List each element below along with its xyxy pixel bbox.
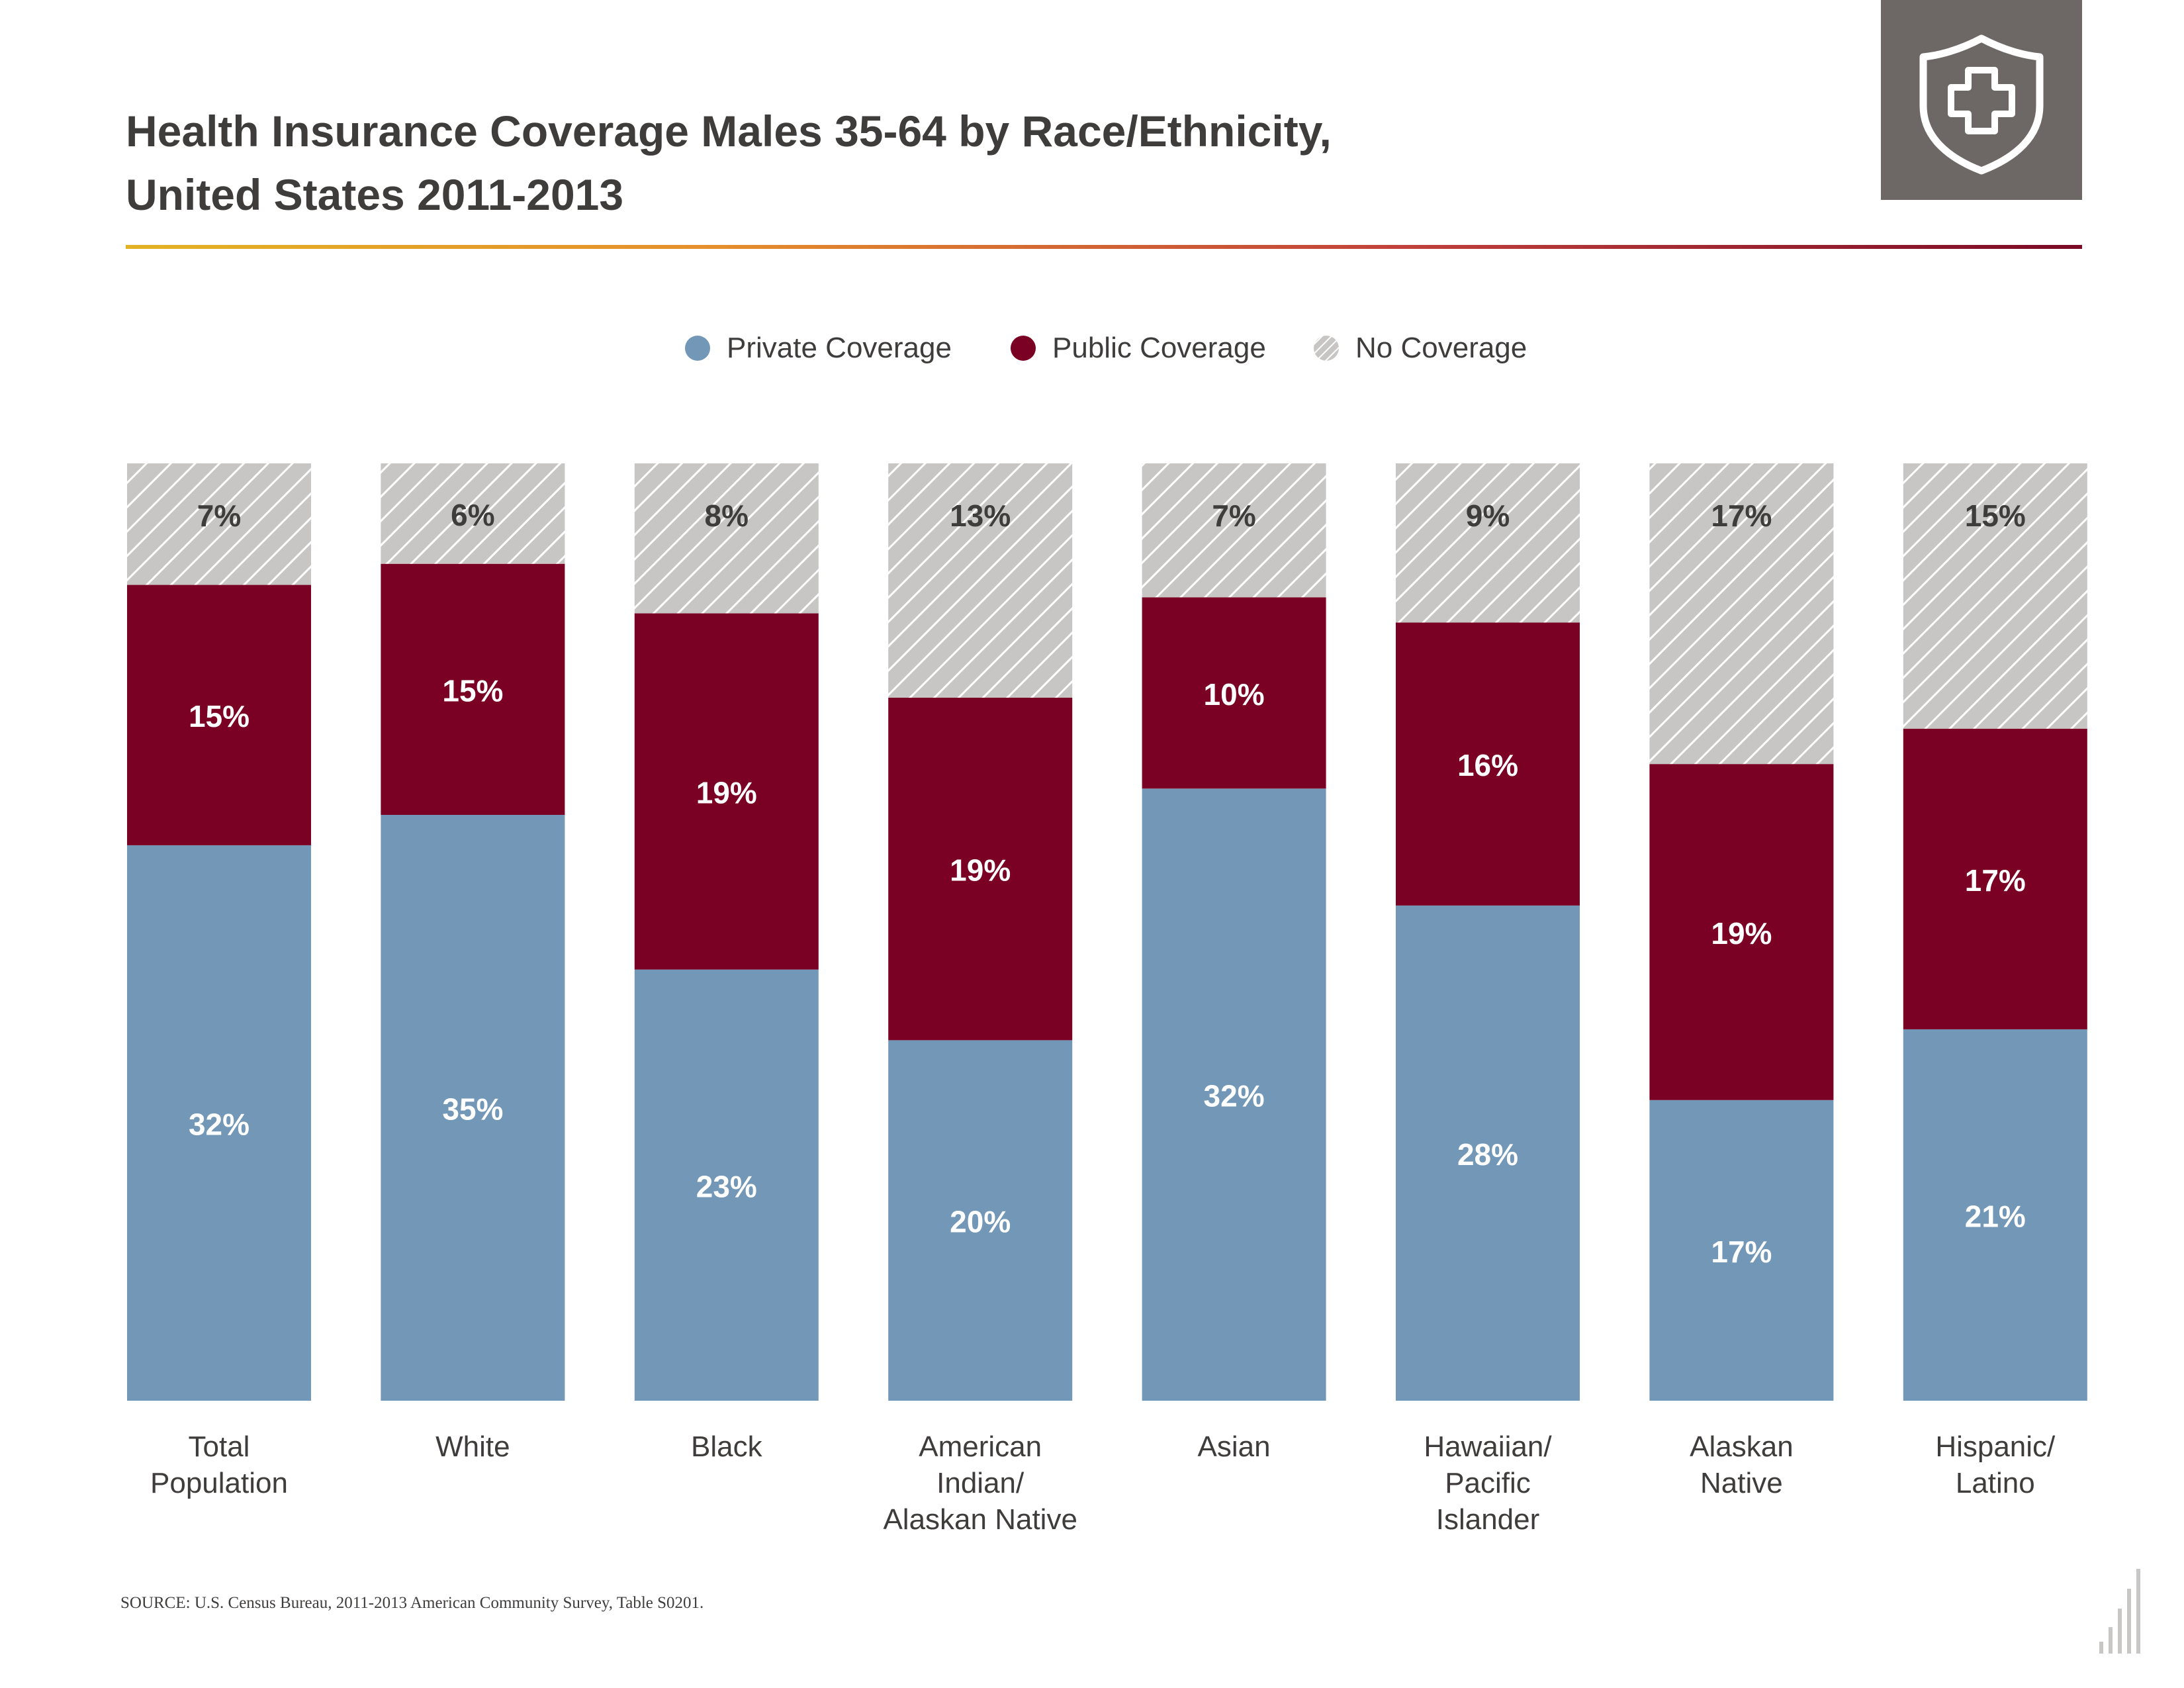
legend-swatch-public (1011, 336, 1036, 361)
logo-badge (1881, 0, 2082, 200)
data-label-private-0: 32% (189, 1107, 250, 1141)
data-label-none-2: 8% (705, 498, 749, 533)
legend-item-private: Private Coverage (684, 324, 952, 372)
legend-item-public: Public Coverage (1010, 324, 1266, 372)
chart-legend: Private Coverage Public Coverage No Cove… (0, 324, 2184, 372)
category-label-0: Total Population (150, 1430, 288, 1499)
bar-private-2 (634, 969, 819, 1401)
data-label-private-7: 21% (1965, 1199, 2026, 1233)
bar-none-7 (1903, 463, 2087, 729)
category-label-6: Alaskan Native (1690, 1430, 1794, 1499)
bar-public-7 (1903, 728, 2087, 1029)
data-label-public-0: 15% (189, 699, 250, 733)
category-label-4: Asian (1198, 1430, 1271, 1463)
data-label-public-5: 16% (1457, 748, 1518, 782)
title-line-1: Health Insurance Coverage Males 35-64 by… (126, 107, 1332, 156)
data-label-none-5: 9% (1466, 498, 1510, 533)
legend-swatch-none (1314, 336, 1339, 361)
data-label-none-6: 17% (1711, 498, 1772, 533)
bar-none-5 (1396, 463, 1580, 623)
bar-public-0 (127, 585, 311, 845)
shield-plus-icon (1919, 34, 2044, 175)
bar-none-4 (1142, 463, 1326, 598)
data-label-public-7: 17% (1965, 863, 2026, 898)
bar-private-6 (1649, 1100, 1834, 1401)
bar-private-7 (1903, 1029, 2087, 1401)
bar-public-6 (1649, 764, 1834, 1100)
data-label-public-1: 15% (442, 673, 503, 708)
legend-label-public: Public Coverage (1052, 332, 1266, 364)
bar-private-1 (381, 815, 565, 1401)
bar-public-1 (381, 563, 565, 815)
bar-none-1 (381, 463, 565, 564)
chart-title: Health Insurance Coverage Males 35-64 by… (126, 99, 1648, 226)
bar-none-2 (634, 463, 819, 614)
data-label-private-6: 17% (1711, 1235, 1772, 1269)
category-label-7: Hispanic/Latino (1935, 1430, 2056, 1499)
category-label-3: American Indian/Alaskan Native (883, 1430, 1077, 1536)
data-label-private-3: 20% (950, 1205, 1011, 1239)
category-label-1: White (435, 1430, 510, 1463)
data-label-none-7: 15% (1965, 498, 2026, 533)
category-label-2: Black (691, 1430, 763, 1463)
data-label-none-1: 6% (451, 498, 494, 532)
data-label-none-4: 7% (1212, 498, 1255, 533)
bar-private-0 (127, 845, 311, 1401)
source-note: SOURCE: U.S. Census Bureau, 2011-2013 Am… (120, 1594, 704, 1612)
bar-private-4 (1142, 788, 1326, 1401)
legend-item-none: No Coverage (1313, 324, 1527, 372)
title-divider (126, 245, 2082, 249)
data-label-none-3: 13% (950, 498, 1011, 533)
data-label-public-3: 19% (950, 853, 1011, 888)
stacked-bar-chart: 32% 15% 7% Total Population 35% 15% 6% White 23% 1… (127, 463, 2087, 1536)
data-label-private-1: 35% (442, 1092, 503, 1127)
bar-graph-icon (2099, 1569, 2140, 1654)
data-label-public-2: 19% (696, 776, 757, 810)
data-label-none-0: 7% (197, 498, 241, 533)
bar-private-5 (1396, 905, 1580, 1401)
bar-public-5 (1396, 622, 1580, 906)
data-label-public-6: 19% (1711, 916, 1772, 951)
legend-swatch-private (685, 336, 710, 361)
data-label-public-4: 10% (1204, 677, 1265, 712)
bar-none-6 (1649, 463, 1834, 765)
legend-label-none: No Coverage (1355, 332, 1527, 364)
bar-private-3 (888, 1040, 1073, 1401)
data-label-private-2: 23% (696, 1169, 757, 1203)
title-line-2: United States 2011-2013 (126, 170, 624, 219)
bar-public-2 (634, 613, 819, 970)
bar-public-4 (1142, 597, 1326, 789)
data-label-private-5: 28% (1457, 1137, 1518, 1172)
data-label-private-4: 32% (1204, 1079, 1265, 1113)
legend-label-private: Private Coverage (727, 332, 952, 364)
category-label-5: Hawaiian/Pacific Islander (1424, 1430, 1552, 1536)
bar-public-3 (888, 698, 1073, 1041)
bar-none-3 (888, 463, 1073, 698)
bar-none-0 (127, 463, 311, 585)
